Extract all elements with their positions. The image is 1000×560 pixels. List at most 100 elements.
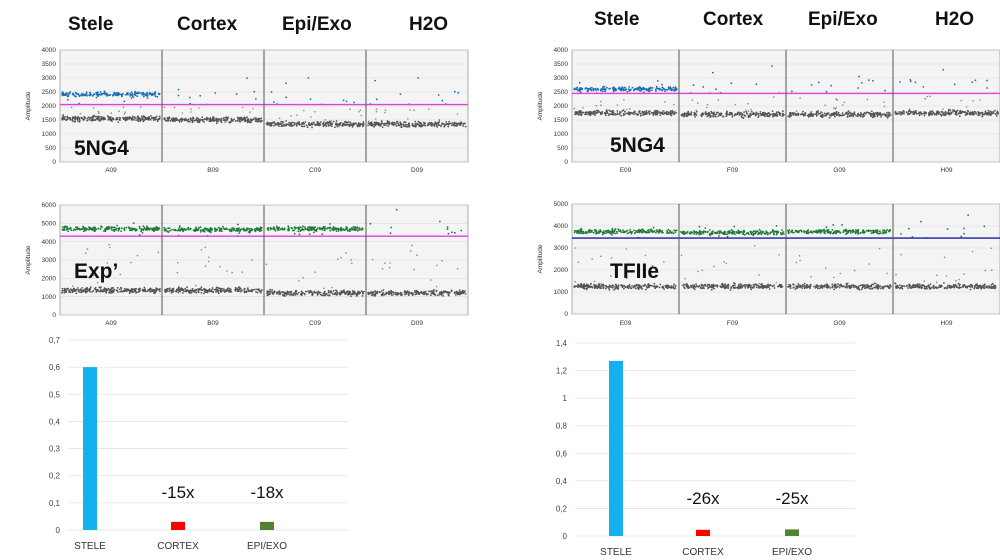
rain-droplet [758,274,760,276]
negative-droplet [613,288,615,291]
negative-droplet [624,110,626,113]
negative-droplet [645,111,648,114]
outlier-droplet [922,86,925,88]
negative-droplet [291,124,294,127]
positive-droplet [655,87,658,90]
negative-droplet [380,290,383,292]
negative-droplet [286,123,288,126]
negative-droplet [334,126,336,129]
rain-droplet [72,285,74,288]
negative-droplet [198,121,201,123]
positive-droplet [122,93,124,95]
rain-droplet [350,259,353,261]
negative-droplet [62,114,65,116]
negative-droplet [915,113,918,115]
positive-droplet [132,96,135,98]
rain-droplet [883,105,886,108]
negative-droplet [228,121,231,124]
negative-droplet [859,114,862,117]
negative-droplet [272,293,275,295]
negative-droplet [672,285,675,287]
rain-droplet [740,112,743,115]
positive-droplet [140,92,143,94]
negative-droplet [714,113,717,116]
positive-droplet [612,88,615,91]
outlier-droplet [132,222,135,225]
negative-droplet [327,124,330,127]
positive-droplet [81,92,83,95]
rain-droplet [697,102,699,104]
negative-droplet [156,120,159,122]
negative-droplet [855,115,857,117]
positive-droplet [329,229,332,232]
positive-droplet [61,94,64,96]
y-tick-label: 3500 [554,61,569,68]
positive-droplet [588,228,591,231]
negative-droplet [899,113,902,116]
negative-droplet [608,285,611,288]
negative-droplet [327,289,330,292]
positive-droplet [348,228,351,231]
rain-droplet [267,292,270,294]
negative-droplet [827,112,830,115]
positive-droplet [84,229,86,232]
negative-droplet [300,290,303,293]
negative-droplet [713,287,715,290]
positive-droplet [783,233,785,235]
negative-droplet [99,290,101,293]
negative-droplet [123,288,126,290]
negative-droplet [119,117,121,119]
positive-droplet [148,93,151,96]
negative-droplet [895,113,897,116]
rain-droplet [625,248,628,250]
negative-droplet [440,124,442,127]
outlier-droplet [253,90,256,93]
negative-droplet [292,121,294,124]
negative-droplet [711,284,713,286]
negative-droplet [642,284,645,287]
outlier-droplet [974,79,977,82]
negative-droplet [201,289,204,291]
negative-droplet [300,294,303,297]
rain-droplet [358,111,360,113]
positive-droplet [233,228,235,230]
positive-droplet [294,227,297,230]
positive-droplet [301,229,304,231]
outlier-droplet [229,230,231,232]
positive-droplet [669,230,671,233]
outlier-droplet [639,86,641,89]
negative-droplet [789,113,791,116]
negative-droplet [348,123,351,126]
positive-droplet [154,92,157,95]
positive-droplet [117,229,120,232]
positive-droplet [307,229,309,232]
negative-droplet [61,291,63,294]
negative-droplet [717,111,719,114]
negative-droplet [102,290,105,292]
positive-droplet [575,88,577,91]
positive-droplet [123,227,126,230]
positive-droplet [439,220,441,223]
rain-droplet [821,111,823,114]
negative-droplet [78,120,81,123]
negative-droplet [647,286,650,289]
negative-droplet [154,289,157,291]
negative-droplet [447,125,450,128]
y-tick-label: 6000 [42,202,57,209]
rain-droplet [190,111,192,113]
positive-droplet [342,228,345,231]
rain-droplet [582,107,584,109]
negative-droplet [863,112,866,114]
negative-droplet [103,290,106,293]
positive-droplet [656,229,658,231]
positive-droplet [680,231,683,234]
positive-droplet [603,85,606,88]
negative-droplet [733,287,735,289]
negative-droplet [966,109,969,112]
negative-droplet [433,123,435,126]
positive-droplet [655,85,658,88]
rain-droplet [593,280,596,283]
positive-droplet [217,226,220,229]
negative-droplet [580,284,582,287]
rain-droplet [303,109,305,112]
